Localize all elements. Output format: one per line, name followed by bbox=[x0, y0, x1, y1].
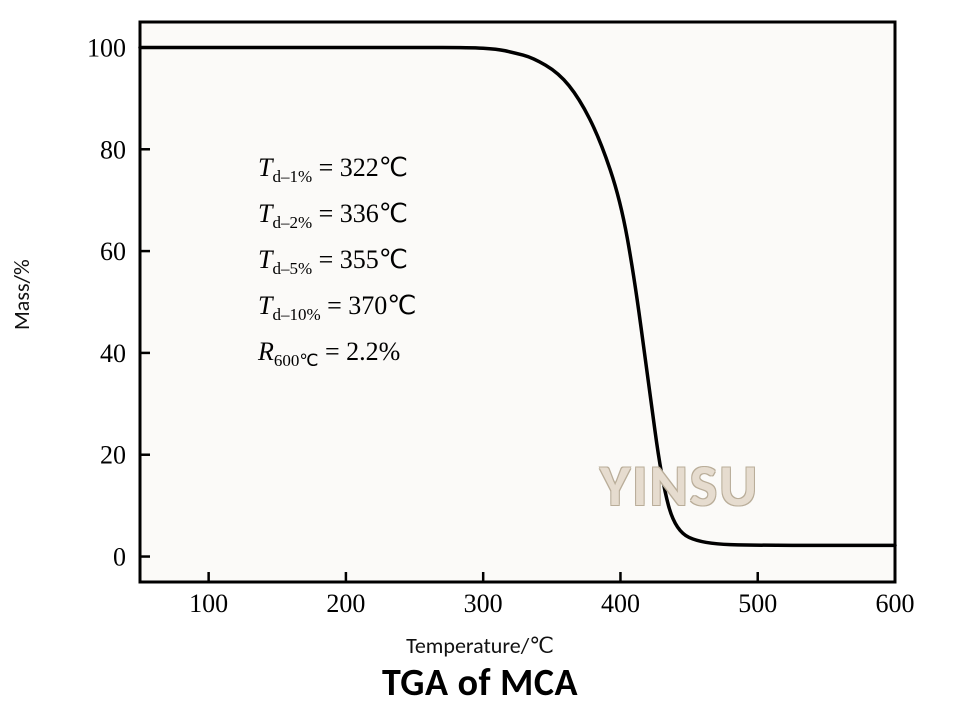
tga-chart-page: { "chart": { "type": "line", "title": "T… bbox=[0, 0, 960, 720]
chart-title: TGA of MCA bbox=[0, 660, 960, 706]
xtick-label: 600 bbox=[876, 589, 915, 618]
ytick-label: 20 bbox=[100, 441, 126, 470]
watermark-text: YINSU bbox=[600, 450, 759, 521]
ytick-label: 60 bbox=[100, 237, 126, 266]
y-axis-label: Mass/% bbox=[8, 259, 35, 330]
xtick-label: 500 bbox=[738, 589, 777, 618]
xtick-label: 200 bbox=[326, 589, 365, 618]
ytick-label: 100 bbox=[87, 33, 126, 62]
xtick-label: 300 bbox=[464, 589, 503, 618]
ytick-label: 0 bbox=[113, 543, 126, 572]
ytick-label: 80 bbox=[100, 135, 126, 164]
ytick-label: 40 bbox=[100, 339, 126, 368]
tga-plot: 020406080100100200300400500600Td–1% = 32… bbox=[0, 0, 960, 720]
xtick-label: 400 bbox=[601, 589, 640, 618]
xtick-label: 100 bbox=[189, 589, 228, 618]
x-axis-label: Temperature/℃ bbox=[0, 632, 960, 659]
